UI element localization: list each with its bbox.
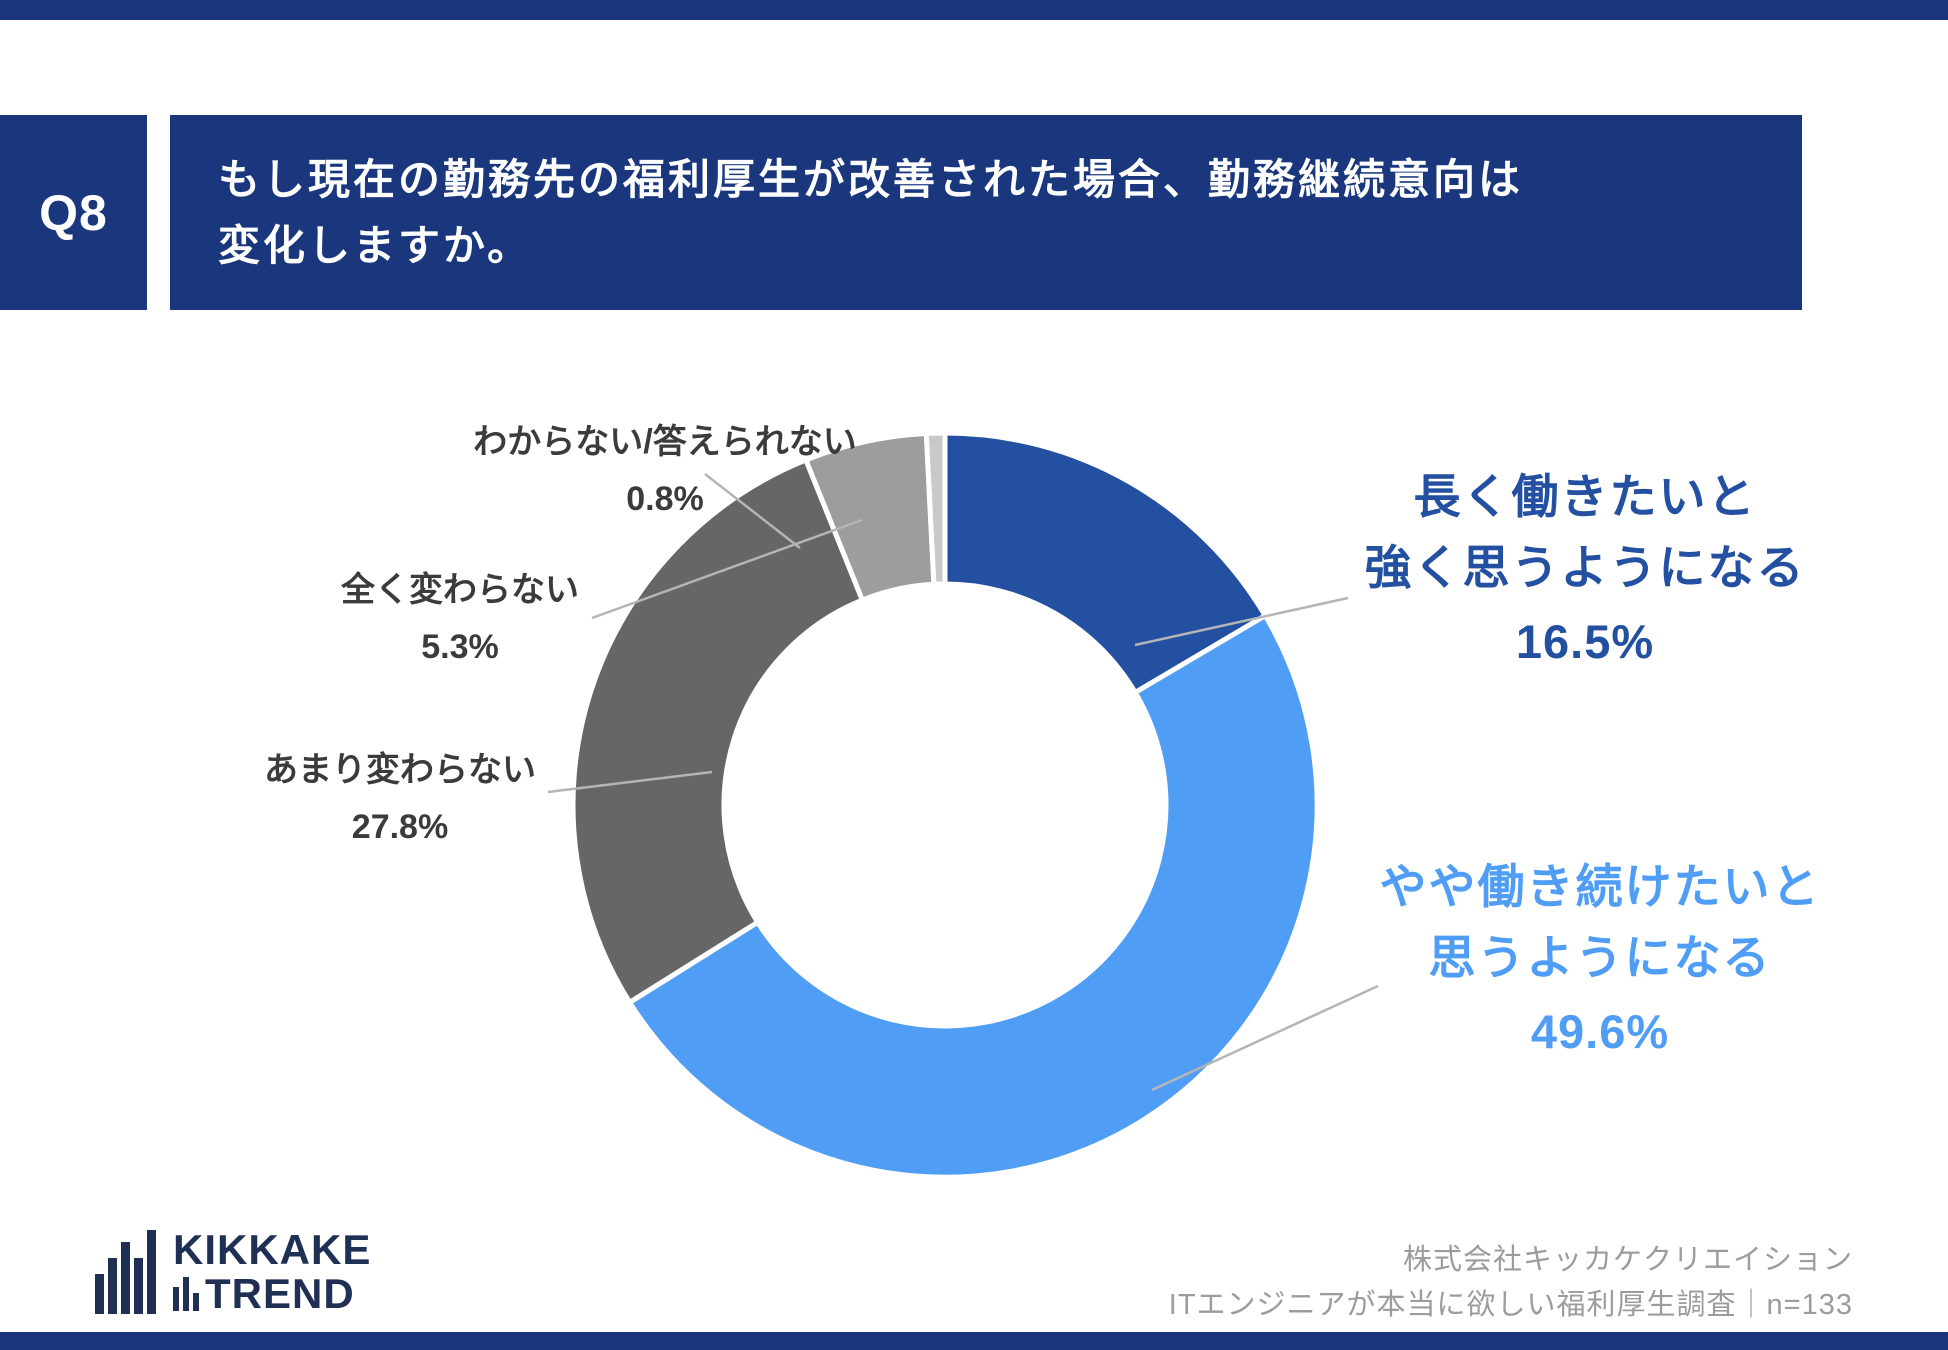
- callout-unknown-label: わからない/答えられない: [473, 423, 857, 461]
- footer-credit: 株式会社キッカケクリエイション ITエンジニアが本当に欲しい福利厚生調査｜n=1…: [1169, 1238, 1853, 1328]
- question-header-bar: もし現在の勤務先の福利厚生が改善された場合、勤務継続意向は 変化しますか。: [170, 115, 1802, 310]
- donut-segment-2: [570, 457, 865, 1005]
- callout-unknown: わからない/答えられない 0.8%: [430, 418, 900, 525]
- logo-bars-icon-small: [173, 1277, 199, 1312]
- callout-not-much-label: あまり変わらない: [264, 751, 536, 789]
- logo-word-trend: TREND: [205, 1270, 355, 1318]
- callout-not-much: あまり変わらない 27.8%: [230, 746, 570, 853]
- callout-unknown-pct: 0.8%: [626, 480, 704, 519]
- callout-not-much-pct: 27.8%: [351, 808, 449, 847]
- donut-chart: [570, 430, 1320, 1180]
- callout-somewhat-pct: 49.6%: [1530, 1005, 1670, 1058]
- callout-somewhat-line1: やや働き続けたいと: [1379, 860, 1821, 913]
- footer-survey-name: ITエンジニアが本当に欲しい福利厚生調査｜n=133: [1168, 1288, 1853, 1321]
- logo-word-kikkake: KIKKAKE: [173, 1226, 372, 1273]
- donut-segment-1: [627, 613, 1320, 1180]
- callout-no-change-label: 全く変わらない: [341, 571, 579, 609]
- question-number-badge: Q8: [0, 115, 147, 310]
- callout-strong-pct: 16.5%: [1515, 615, 1655, 668]
- callout-strong-line2: 強く思うようになる: [1364, 540, 1806, 594]
- kikkake-trend-logo: KIKKAKE TREND: [95, 1226, 372, 1318]
- callout-strong: 長く働きたいと 強く思うようになる 16.5%: [1330, 462, 1840, 678]
- donut-segment-4: [923, 430, 948, 587]
- callout-strong-line1: 長く働きたいと: [1413, 470, 1757, 523]
- callout-no-change-pct: 5.3%: [421, 628, 499, 667]
- callout-somewhat-line2: 思うようになる: [1428, 930, 1772, 984]
- bottom-border-strip: [0, 1332, 1948, 1350]
- top-border-strip: [0, 0, 1948, 20]
- callout-somewhat: やや働き続けたいと 思うようになる 49.6%: [1340, 852, 1860, 1068]
- callout-no-change: 全く変わらない 5.3%: [300, 566, 620, 673]
- logo-bars-icon: [95, 1230, 156, 1315]
- footer-company: 株式会社キッカケクリエイション: [1402, 1244, 1853, 1276]
- question-text: もし現在の勤務先の福利厚生が改善された場合、勤務継続意向は 変化しますか。: [218, 156, 1524, 269]
- question-number: Q8: [39, 184, 108, 241]
